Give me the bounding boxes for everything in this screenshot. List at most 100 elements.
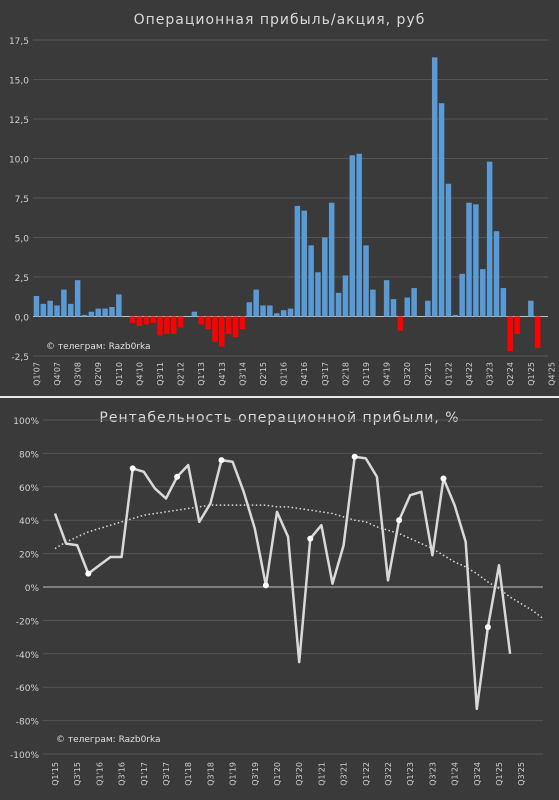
y-tick-label: 2,5 — [15, 274, 29, 284]
bar — [500, 288, 507, 317]
bar — [164, 316, 170, 334]
x-tick-label: Q4'07 — [53, 362, 62, 386]
bar — [219, 316, 225, 347]
bar — [287, 308, 294, 317]
bar — [260, 305, 266, 317]
bar — [136, 316, 143, 326]
x-tick-label: Q1'16 — [280, 362, 289, 386]
bar — [322, 237, 328, 317]
x-tick-label: Q3'20 — [403, 362, 412, 386]
bar — [274, 313, 280, 317]
bar — [33, 295, 40, 317]
y-tick-label: -2,5 — [11, 353, 29, 363]
y-tick-label: -20% — [16, 617, 40, 627]
bar — [397, 316, 404, 331]
bar — [239, 316, 246, 330]
data-point-marker — [85, 570, 92, 577]
bar — [246, 302, 253, 317]
line-chart-svg: -100% -80% -60% -40% -20% 0% 20% 40% 60% 80% 100% Q… — [10, 417, 544, 786]
bar — [68, 303, 74, 317]
x-tick-label: Q3'19 — [251, 762, 260, 786]
x-tick-label: Q3'08 — [74, 362, 83, 386]
bar — [404, 297, 410, 317]
x-tick-label: Q4'19 — [383, 362, 392, 386]
bar — [47, 300, 53, 317]
x-tick-label: Q4'22 — [465, 362, 474, 386]
data-point-marker — [307, 535, 314, 542]
y-tick-label: 100% — [13, 417, 39, 427]
bar — [253, 289, 259, 317]
bar — [205, 316, 211, 330]
y-tick-label: 0,0 — [15, 314, 30, 324]
x-tick-label: Q1'07 — [32, 362, 41, 386]
bar — [411, 288, 417, 317]
data-point-marker — [440, 475, 447, 482]
bar — [431, 57, 438, 317]
data-point-marker — [218, 457, 225, 464]
chart-title: Операционная прибыль/акция, руб — [133, 12, 426, 28]
y-tick-label: -100% — [10, 751, 39, 761]
bar — [61, 289, 67, 317]
chart-annotation: © телеграм: Razb0rka — [46, 342, 151, 352]
bar — [390, 299, 397, 317]
y-tick-label: 15,0 — [9, 77, 29, 87]
bar — [157, 316, 163, 336]
x-tick-label: Q1'21 — [317, 762, 326, 786]
bar — [308, 245, 314, 317]
x-tick-label: Q3'23 — [486, 362, 495, 386]
bar — [150, 316, 156, 323]
bar — [480, 269, 486, 317]
bar — [438, 103, 445, 317]
bar — [370, 289, 376, 317]
bar — [191, 311, 198, 317]
bar — [452, 314, 459, 317]
y-tick-label: 40% — [19, 517, 39, 527]
x-tick-label: Q2'24 — [506, 362, 515, 386]
bar — [342, 275, 349, 317]
y-tick-label: 0% — [25, 584, 40, 594]
x-tick-label: Q1'16 — [95, 762, 104, 786]
bar — [294, 205, 301, 317]
bar — [466, 202, 472, 317]
x-tick-label: Q1'10 — [115, 362, 124, 386]
y-tick-label: -60% — [16, 684, 40, 694]
y-tick-label: 80% — [19, 450, 39, 460]
bar — [328, 202, 335, 317]
chart-annotation: © телеграм: Razb0rka — [56, 735, 161, 745]
bar — [425, 300, 431, 317]
bar — [315, 272, 321, 317]
bar — [493, 231, 500, 317]
bar — [212, 316, 218, 342]
x-tick-label: Q3'16 — [118, 762, 127, 786]
bar — [95, 308, 101, 317]
x-tick-label: Q1'24 — [451, 762, 460, 786]
x-tick-label: Q1'20 — [273, 762, 282, 786]
x-tick-label: Q3'24 — [473, 762, 482, 786]
bar — [473, 204, 479, 317]
x-tick-label: Q1'23 — [406, 762, 415, 786]
y-tick-label: 5,0 — [15, 235, 30, 245]
x-tick-label: Q3'17 — [162, 762, 171, 786]
bar — [445, 183, 452, 317]
bar — [534, 316, 541, 349]
x-tick-label: Q2'09 — [94, 362, 103, 386]
y-tick-label: 10,0 — [9, 156, 29, 166]
bar — [88, 311, 95, 317]
bar — [459, 273, 465, 317]
x-tick-label: Q2'21 — [424, 362, 433, 386]
bar — [171, 316, 177, 334]
y-tick-label: 20% — [19, 551, 39, 561]
bar — [143, 316, 150, 325]
bar — [129, 316, 136, 323]
bar — [109, 307, 115, 317]
data-point-marker — [484, 624, 491, 631]
bar — [280, 310, 287, 317]
bar — [267, 305, 273, 317]
data-point-marker — [174, 473, 181, 480]
bar — [514, 316, 520, 334]
y-tick-label: 7,5 — [15, 195, 29, 205]
bar — [232, 316, 239, 338]
bar — [301, 210, 307, 317]
y-tick-label: -40% — [16, 651, 40, 661]
x-tick-label: Q4'16 — [300, 362, 309, 386]
